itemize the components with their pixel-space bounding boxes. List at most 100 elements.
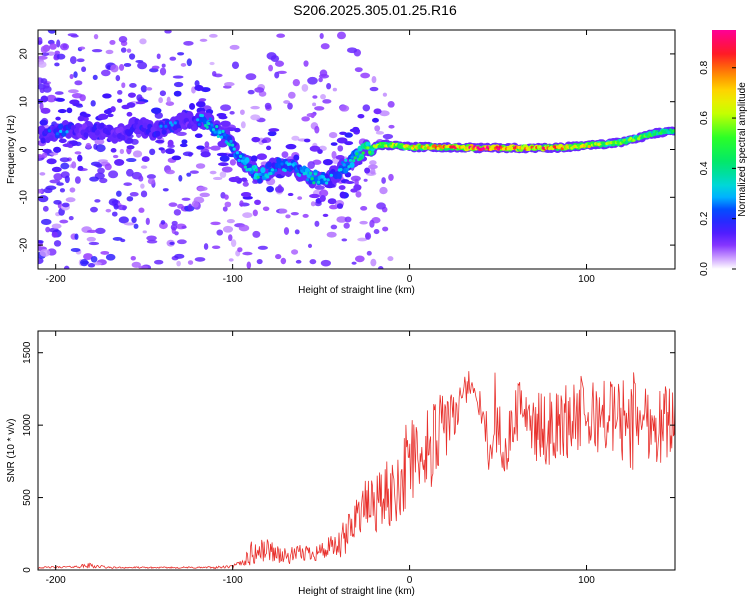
noise-blob [173,209,182,216]
ridge-blob [237,158,241,163]
noise-blob [87,263,96,268]
ridge-blob [367,150,372,154]
scatter-blob [114,158,125,166]
noise-blob [156,53,161,60]
noise-blob [38,154,44,159]
noise-blob [354,67,363,73]
ridge-blob [283,168,287,173]
ridge-blob [436,146,440,151]
noise-blob [88,241,100,246]
scatter-blob [319,194,326,202]
noise-blob [160,220,166,225]
colorbar-tick-label: 0.4 [699,161,710,175]
spectrogram-xtick-label: 100 [578,274,595,285]
noise-blob [59,157,70,163]
noise-blob [63,265,70,269]
ridge-blob [339,168,343,172]
noise-blob [74,80,83,86]
ridge-blob [243,165,247,169]
noise-blob [108,170,119,179]
scatter-blob [39,119,48,126]
ridge-blob [294,169,298,173]
noise-blob [49,43,57,50]
scatter-blob [72,103,83,107]
noise-blob [130,256,136,261]
noise-blob [277,184,283,193]
noise-blob [146,239,158,244]
noise-blob [65,197,76,203]
scatter-blob [51,166,62,173]
noise-blob [140,85,148,93]
ridge-blob [219,135,224,139]
scatter-blob [293,154,300,161]
spectrogram-xtick-label: -200 [46,274,66,285]
noise-blob [70,247,81,253]
scatter-blob [339,191,346,199]
ridge-blob [327,180,333,187]
scatter-blob [234,127,241,133]
noise-blob [181,225,187,229]
ridge-blob [47,129,52,133]
noise-blob [145,87,153,91]
scatter-blob [179,143,188,148]
noise-blob [40,78,48,84]
scatter-blob [196,145,205,150]
noise-blob [174,231,179,236]
noise-blob [376,202,386,210]
noise-blob [302,213,309,218]
spectrogram-ridge [38,110,675,189]
scatter-blob [228,176,240,183]
scatter-blob [309,193,321,199]
scatter-blob [103,109,112,115]
spectrogram-plot [38,30,675,269]
noise-blob [318,77,323,83]
noise-blob [303,60,309,67]
noise-blob [224,194,229,200]
noise-blob [359,220,368,225]
snr-xtick-label: 100 [578,575,595,586]
ridge-blob [345,167,349,172]
noise-blob [67,89,79,94]
noise-blob [131,261,141,268]
scatter-blob [349,128,361,133]
scatter-blob [364,167,371,174]
noise-blob [301,116,310,122]
noise-blob [382,133,394,140]
ridge-blob [257,177,263,184]
noise-blob [240,109,245,115]
noise-blob [59,43,70,51]
noise-blob [176,260,181,267]
noise-blob [60,162,70,170]
noise-blob [74,233,79,240]
ridge-blob [423,146,427,150]
noise-blob [92,74,98,80]
ridge-blob [239,154,243,159]
noise-blob [355,191,362,198]
noise-blob [158,97,163,104]
ridge-blob [342,163,346,167]
scatter-blob [66,107,73,114]
noise-blob [379,110,390,117]
ridge-blob [274,168,278,172]
spectrogram-ylabel: Frequency (Hz) [6,115,17,184]
ridge-blob [58,123,64,130]
ridge-blob [164,124,168,128]
noise-blob [229,44,240,50]
ridge-blob [99,122,105,129]
snr-plot [38,371,675,570]
ridge-blob [83,132,89,139]
scatter-blob [171,155,182,161]
ridge-blob [155,130,161,137]
noise-blob [310,201,316,207]
noise-blob [111,211,118,217]
ridge-blob [323,177,327,181]
scatter-blob [42,148,52,153]
noise-blob [71,161,77,169]
noise-blob [164,30,172,34]
scatter-blob [181,139,188,145]
noise-blob [79,46,86,50]
noise-blob [104,163,112,171]
noise-blob [168,202,178,207]
noise-blob [346,47,358,54]
ridge-blob [382,141,386,146]
